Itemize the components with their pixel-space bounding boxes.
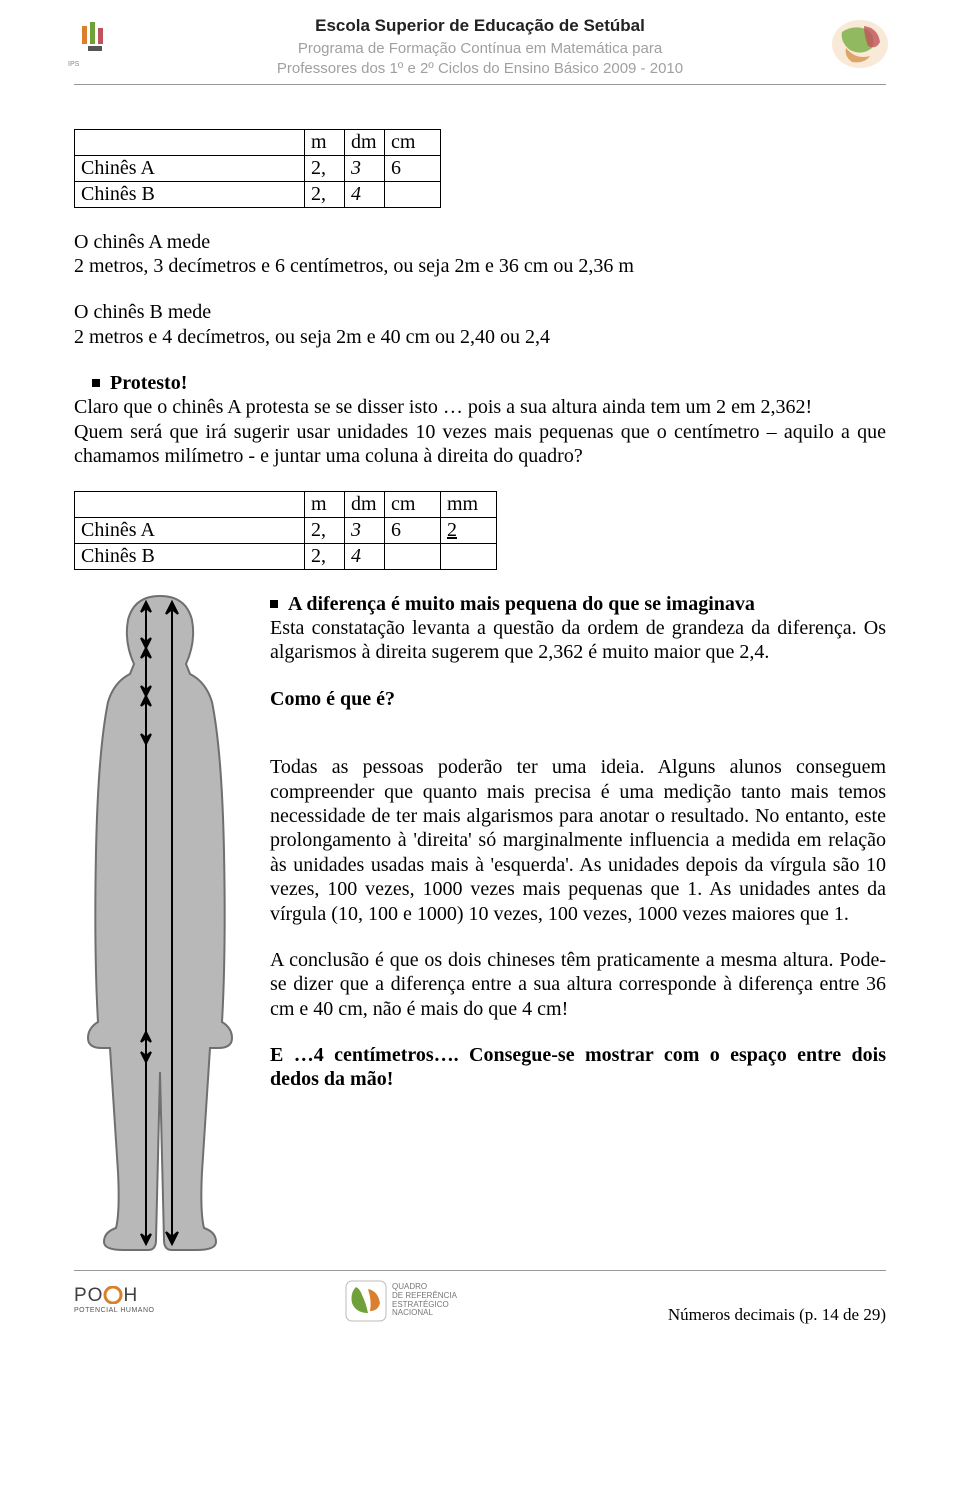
header-sub2: Professores dos 1º e 2º Ciclos do Ensino… (74, 59, 886, 79)
globe-logo (824, 14, 896, 80)
p1-body: 2 metros, 3 decímetros e 6 centímetros, … (74, 254, 886, 278)
table-row: Chinês B 2, 4 (75, 181, 441, 207)
th-cm: cm (385, 129, 441, 155)
qren-logo: QUADRO DE REFERÊNCIA ESTRATÉGICO NACIONA… (344, 1279, 457, 1323)
th-m: m (305, 129, 345, 155)
diff-title: A diferença é muito mais pequena do que … (288, 592, 755, 616)
bullet-icon (92, 379, 100, 387)
page-footer: POH POTENCIAL HUMANO QUADRO DE REFERÊNCI… (74, 1270, 886, 1340)
poph-logo: POH POTENCIAL HUMANO (74, 1285, 154, 1314)
page-number: Números decimais (p. 14 de 29) (668, 1305, 886, 1325)
para4: A conclusão é que os dois chineses têm p… (270, 948, 886, 1021)
header-title: Escola Superior de Educação de Setúbal (74, 16, 886, 36)
ips-logo: IPS (64, 20, 126, 78)
p1-title: O chinês A mede (74, 230, 886, 254)
header-sub1: Programa de Formação Contínua em Matemát… (74, 39, 886, 59)
diff-q: Como é que é? (270, 687, 886, 711)
protesto-body: Claro que o chinês A protesta se se diss… (74, 395, 886, 419)
p2-title: O chinês B mede (74, 300, 886, 324)
table-row: Chinês A 2, 3 6 2 (75, 517, 497, 543)
diff-body1: Esta constatação levanta a questão da or… (270, 616, 886, 665)
table-row: Chinês A 2, 3 6 (75, 155, 441, 181)
svg-text:IPS: IPS (68, 61, 80, 68)
table-units-2: m dm cm mm Chinês A 2, 3 6 2 Chinês B 2,… (74, 491, 497, 570)
protesto-bullet: Protesto! (74, 371, 886, 395)
para5: E …4 centímetros…. Consegue-se mostrar c… (270, 1043, 886, 1092)
protesto-q: Quem será que irá sugerir usar unidades … (74, 420, 886, 469)
table-units-1: m dm cm Chinês A 2, 3 6 Chinês B 2, 4 (74, 129, 441, 208)
protesto-label: Protesto! (110, 371, 187, 395)
para3: Todas as pessoas poderão ter uma ideia. … (270, 755, 886, 926)
silhouette-figure (74, 592, 246, 1252)
page-header: IPS Escola Superior de Educação de Setúb… (74, 16, 886, 85)
th-dm: dm (345, 129, 385, 155)
diff-bullet: A diferença é muito mais pequena do que … (270, 592, 886, 616)
bullet-icon (270, 600, 278, 608)
table-row: Chinês B 2, 4 (75, 543, 497, 569)
p2-body: 2 metros e 4 decímetros, ou seja 2m e 40… (74, 325, 886, 349)
